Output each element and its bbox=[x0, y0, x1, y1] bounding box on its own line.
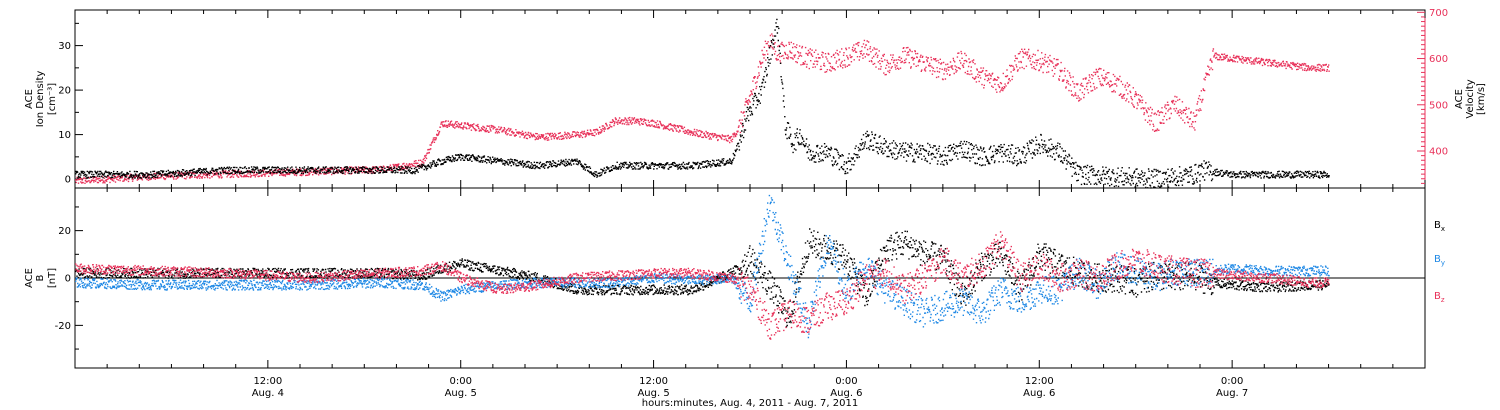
series-by bbox=[75, 194, 1330, 339]
velocity-tick-label: 400 bbox=[1429, 147, 1448, 158]
x-tick-label-time: 12:00 bbox=[639, 376, 668, 387]
legend-bx: Bx bbox=[1434, 220, 1445, 233]
b-label-line-1: ACE bbox=[24, 268, 35, 288]
x-tick-label-date: Aug. 5 bbox=[637, 388, 669, 399]
velocity-label-line-1: ACE bbox=[1454, 89, 1465, 109]
b-tick-label: 20 bbox=[58, 226, 71, 237]
density-label-line-3: [cm⁻³] bbox=[47, 83, 58, 115]
legend-bx-sub: x bbox=[1441, 225, 1445, 233]
velocity-label-line-2: Velocity bbox=[1465, 79, 1476, 118]
b-tick-label: 0 bbox=[65, 274, 71, 285]
legend-by-name: B bbox=[1434, 254, 1441, 265]
x-axis-title: hours:minutes, Aug. 4, 2011 - Aug. 7, 20… bbox=[642, 398, 858, 409]
series-bz-points bbox=[75, 231, 1330, 340]
density-tick-label: 0 bbox=[65, 175, 71, 186]
legend-bz: Bz bbox=[1434, 291, 1445, 304]
legend-by-sub: y bbox=[1441, 259, 1445, 267]
density-tick-label: 10 bbox=[58, 130, 71, 141]
density-label-line-1: ACE bbox=[24, 89, 35, 109]
b-legend: Bx By Bz bbox=[1434, 220, 1445, 304]
b-label-line-2: B bbox=[35, 274, 46, 281]
series-layer bbox=[75, 18, 1330, 340]
x-tick-label-time: 12:00 bbox=[253, 376, 282, 387]
b-field-axis-label: ACE B [nT] bbox=[24, 268, 58, 288]
x-tick-label-time: 0:00 bbox=[449, 376, 471, 387]
x-tick-label-date: Aug. 6 bbox=[830, 388, 862, 399]
density-tick-label: 30 bbox=[58, 41, 71, 52]
x-tick-label-date: Aug. 7 bbox=[1216, 388, 1248, 399]
series-bz bbox=[75, 231, 1330, 340]
x-tick-label-time: 0:00 bbox=[1221, 376, 1243, 387]
legend-bx-name: B bbox=[1434, 220, 1441, 231]
x-tick-label-date: Aug. 5 bbox=[445, 388, 477, 399]
b-tick-label: -20 bbox=[55, 321, 71, 332]
series-velocity bbox=[75, 33, 1330, 184]
series-ion-density-points bbox=[75, 18, 1330, 189]
velocity-tick-label: 500 bbox=[1429, 100, 1448, 111]
legend-bz-sub: z bbox=[1441, 296, 1445, 304]
velocity-label-line-3: [km/s] bbox=[1476, 83, 1487, 115]
legend-bz-name: B bbox=[1434, 291, 1441, 302]
series-ion-density bbox=[75, 18, 1330, 189]
velocity-tick-label: 700 bbox=[1429, 8, 1448, 19]
series-by-points bbox=[75, 194, 1330, 339]
top-panel-frame bbox=[74, 9, 1426, 189]
density-tick-label: 20 bbox=[58, 86, 71, 97]
x-tick-label-time: 12:00 bbox=[1025, 376, 1054, 387]
x-tick-label-date: Aug. 4 bbox=[252, 388, 284, 399]
b-label-line-3: [nT] bbox=[47, 268, 58, 288]
density-label-line-2: Ion Density bbox=[35, 71, 46, 128]
series-velocity-points bbox=[75, 33, 1330, 184]
density-axis-label: ACE Ion Density [cm⁻³] bbox=[24, 71, 58, 128]
legend-by: By bbox=[1434, 254, 1445, 267]
velocity-tick-label: 600 bbox=[1429, 54, 1448, 65]
x-tick-label-time: 0:00 bbox=[835, 376, 857, 387]
velocity-axis-label: ACE Velocity [km/s] bbox=[1454, 79, 1487, 118]
x-tick-label-date: Aug. 6 bbox=[1023, 388, 1055, 399]
